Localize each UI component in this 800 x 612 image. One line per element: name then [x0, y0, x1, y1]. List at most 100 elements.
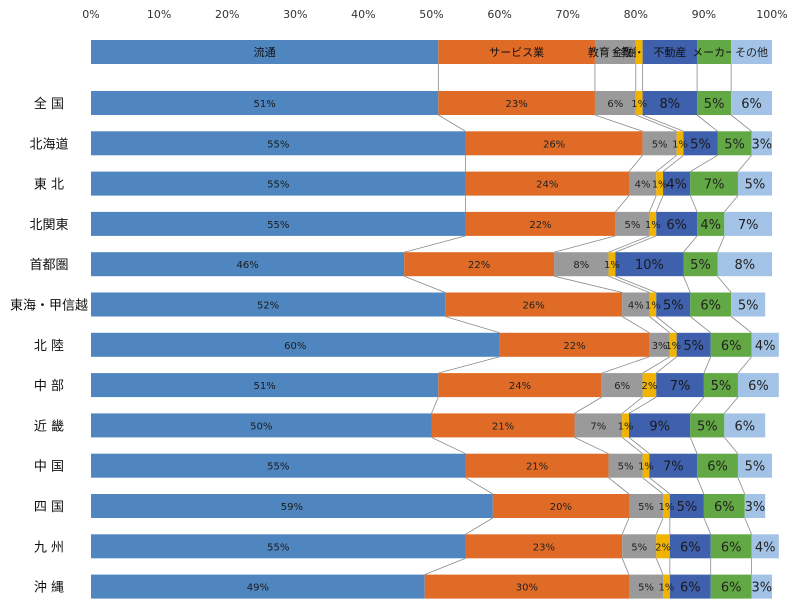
- data-label: 23%: [533, 542, 555, 553]
- data-label: 5%: [652, 139, 668, 150]
- data-label: 55%: [267, 180, 289, 191]
- bar-segment: [690, 413, 725, 438]
- series-line: [737, 356, 752, 374]
- data-label: 7%: [704, 178, 725, 193]
- x-tick-label: 90%: [692, 8, 716, 21]
- data-label: 1%: [631, 99, 647, 110]
- data-label: 60%: [284, 341, 306, 352]
- bar-segment: [710, 534, 752, 559]
- x-tick-label: 50%: [419, 8, 443, 21]
- series-line: [615, 195, 630, 213]
- data-label: 5%: [697, 419, 718, 434]
- data-label: 46%: [237, 260, 259, 271]
- series-line: [730, 114, 752, 132]
- series-line: [628, 155, 643, 172]
- bar-segment: [601, 373, 643, 398]
- data-label: 4%: [700, 218, 721, 233]
- bar-segment: [465, 211, 616, 236]
- data-label: 5%: [618, 462, 634, 473]
- series-line: [621, 437, 643, 455]
- data-label: 24%: [536, 180, 558, 191]
- bars: [91, 91, 779, 599]
- bar-segment: [438, 373, 602, 398]
- data-label: 7%: [663, 460, 684, 475]
- bar-segment: [690, 292, 732, 317]
- data-label: 5%: [690, 137, 711, 152]
- bar-segment: [669, 494, 704, 518]
- legend-label: 不動産: [653, 45, 686, 59]
- bar-segment: [669, 534, 711, 559]
- series-line: [438, 356, 500, 374]
- bar-segment: [642, 91, 698, 115]
- data-label: 6%: [680, 540, 701, 555]
- category-label: 中 部: [34, 379, 64, 394]
- bar-segment: [683, 252, 718, 277]
- data-label: 6%: [680, 581, 701, 596]
- series-line: [655, 558, 664, 575]
- bar-segment: [615, 211, 650, 236]
- data-label: 51%: [254, 381, 276, 392]
- bar-segment: [554, 252, 609, 277]
- series-line: [683, 235, 698, 253]
- data-label: 5%: [711, 379, 732, 394]
- series-line: [404, 275, 446, 293]
- bar-segment: [717, 131, 752, 156]
- bar-segment: [663, 171, 691, 196]
- series-line: [594, 114, 643, 132]
- series-line: [683, 276, 691, 293]
- legend-label: 教育・教養: [588, 45, 643, 59]
- x-tick-label: 60%: [487, 8, 511, 21]
- bar-segment: [635, 91, 643, 115]
- bar-segment: [628, 494, 664, 518]
- series-line: [621, 396, 643, 414]
- series-line: [553, 235, 616, 253]
- x-tick-label: 20%: [215, 8, 239, 21]
- bar-segment: [628, 574, 664, 599]
- data-label: 6%: [734, 419, 755, 434]
- series-line: [737, 477, 746, 495]
- data-label: 22%: [529, 220, 551, 231]
- data-label: 5%: [704, 97, 725, 112]
- bar-segment: [751, 131, 772, 156]
- series-line: [424, 557, 466, 575]
- data-label: 6%: [721, 339, 742, 354]
- series-line: [601, 356, 650, 374]
- bar-segment: [622, 292, 650, 317]
- legend-label: サービス業: [489, 46, 544, 59]
- data-label: 2%: [641, 381, 657, 392]
- data-label: 5%: [745, 178, 766, 193]
- data-label: 6%: [707, 460, 728, 475]
- series-line: [655, 356, 677, 374]
- series-line: [724, 396, 739, 414]
- series-line: [553, 275, 623, 293]
- series-lines: [404, 64, 752, 575]
- data-label: 55%: [267, 542, 289, 553]
- bar-segment: [683, 131, 718, 156]
- data-label: 5%: [738, 299, 759, 314]
- bar-segment: [622, 534, 657, 559]
- data-label: 55%: [267, 220, 289, 231]
- bar-segment: [656, 373, 704, 398]
- series-line: [744, 517, 752, 535]
- x-axis-tick-labels: 0% 10% 20% 30% 40% 50% 60% 70% 80% 90% 100%: [82, 8, 787, 21]
- bar-segment: [91, 494, 493, 518]
- data-label: 6%: [721, 540, 742, 555]
- legend-label: メーカー: [692, 46, 736, 59]
- series-line: [608, 477, 630, 495]
- data-label: 1%: [665, 341, 681, 352]
- bar-segment: [724, 211, 772, 236]
- bar-segment: [649, 453, 698, 478]
- series-line: [621, 517, 630, 535]
- data-label: 59%: [281, 502, 303, 513]
- series-line: [615, 275, 657, 293]
- data-label: 10%: [635, 258, 664, 273]
- x-tick-label: 70%: [555, 8, 579, 21]
- data-label: 6%: [607, 99, 623, 110]
- bar-segment: [737, 171, 772, 196]
- series-line: [574, 437, 609, 455]
- data-label: 5%: [683, 339, 704, 354]
- data-label: 1%: [659, 502, 675, 513]
- legend-label: その他: [735, 46, 768, 59]
- series-line: [465, 477, 493, 495]
